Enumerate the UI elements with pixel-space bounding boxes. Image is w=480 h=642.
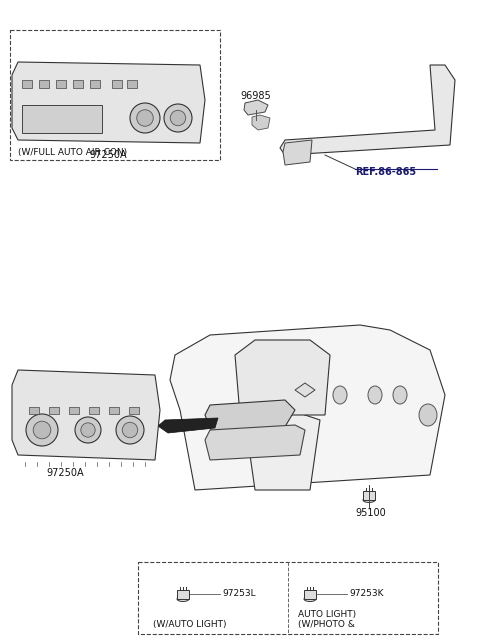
Circle shape	[26, 414, 58, 446]
Polygon shape	[252, 115, 270, 130]
Bar	[138, 562, 438, 634]
Bar	[10, 30, 220, 160]
Text: 97250A: 97250A	[89, 150, 127, 160]
Text: 97250A: 97250A	[46, 468, 84, 478]
Bar	[129, 407, 139, 414]
Text: (W/PHOTO &: (W/PHOTO &	[298, 621, 355, 630]
Bar	[112, 80, 122, 88]
Circle shape	[75, 417, 101, 443]
Text: AUTO LIGHT): AUTO LIGHT)	[298, 609, 356, 618]
Text: 97253K: 97253K	[349, 589, 384, 598]
Ellipse shape	[368, 386, 382, 404]
Circle shape	[33, 421, 51, 438]
Bar	[109, 407, 119, 414]
Polygon shape	[215, 440, 295, 455]
Text: 96985: 96985	[240, 91, 271, 101]
Polygon shape	[12, 370, 160, 460]
Circle shape	[116, 416, 144, 444]
Polygon shape	[245, 410, 320, 490]
Bar	[69, 407, 79, 414]
Ellipse shape	[304, 596, 316, 602]
Bar	[127, 80, 137, 88]
Bar	[39, 80, 49, 88]
Polygon shape	[295, 383, 315, 397]
Ellipse shape	[177, 596, 189, 602]
Ellipse shape	[393, 386, 407, 404]
Polygon shape	[283, 140, 312, 165]
Bar	[29, 407, 39, 414]
Polygon shape	[280, 65, 455, 155]
Bar	[304, 590, 316, 599]
Bar	[363, 491, 375, 500]
Polygon shape	[205, 425, 305, 460]
Bar	[22, 80, 32, 88]
Circle shape	[81, 423, 95, 437]
Circle shape	[137, 110, 153, 126]
Circle shape	[122, 422, 138, 438]
Bar	[22, 105, 102, 133]
Text: REF.86-865: REF.86-865	[355, 167, 416, 177]
Bar	[90, 80, 100, 88]
Polygon shape	[170, 325, 445, 490]
Circle shape	[164, 104, 192, 132]
Text: (W/FULL AUTO AIR CON): (W/FULL AUTO AIR CON)	[18, 148, 127, 157]
Bar	[73, 80, 83, 88]
Text: 95100: 95100	[355, 508, 386, 518]
Bar	[89, 407, 99, 414]
Polygon shape	[244, 100, 268, 115]
Bar	[49, 407, 59, 414]
Text: 97253L: 97253L	[222, 589, 256, 598]
Polygon shape	[235, 340, 330, 415]
Bar	[56, 80, 66, 88]
Circle shape	[130, 103, 160, 133]
Polygon shape	[12, 62, 205, 143]
Ellipse shape	[419, 404, 437, 426]
Bar	[177, 590, 189, 599]
Polygon shape	[205, 400, 295, 440]
Ellipse shape	[333, 386, 347, 404]
Circle shape	[170, 110, 186, 126]
Text: (W/AUTO LIGHT): (W/AUTO LIGHT)	[153, 620, 227, 629]
Ellipse shape	[363, 498, 375, 503]
Polygon shape	[158, 418, 218, 433]
